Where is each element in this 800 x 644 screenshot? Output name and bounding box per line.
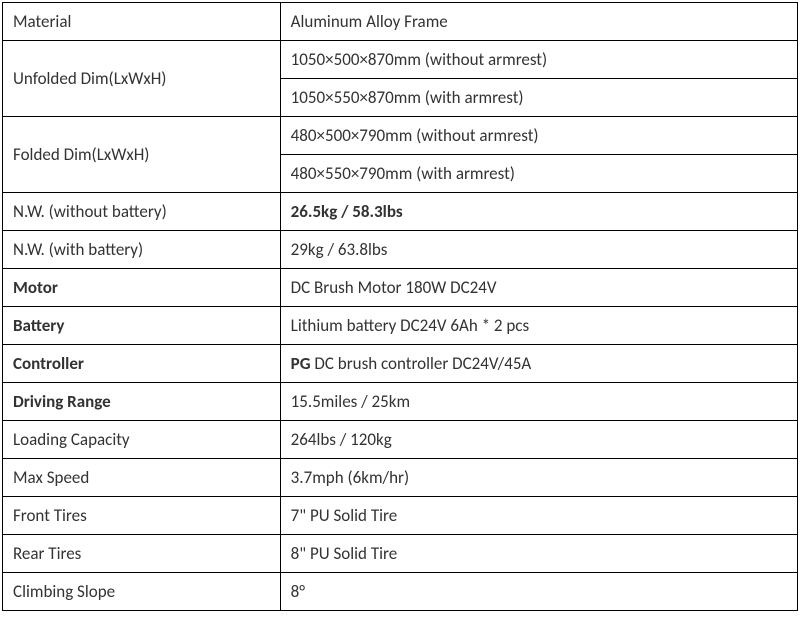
spec-label: Folded Dim(LxWxH) bbox=[3, 117, 281, 193]
spec-value: 26.5kg / 58.3lbs bbox=[280, 193, 797, 231]
spec-label: N.W. (without battery) bbox=[3, 193, 281, 231]
table-row: Loading Capacity 264lbs / 120kg bbox=[3, 421, 798, 459]
spec-label: Motor bbox=[3, 269, 281, 307]
spec-label: Controller bbox=[3, 345, 281, 383]
spec-label: N.W. (with battery) bbox=[3, 231, 281, 269]
table-row: Climbing Slope 8° bbox=[3, 573, 798, 611]
table-row: Max Speed 3.7mph (6km/hr) bbox=[3, 459, 798, 497]
spec-value: 7" PU Solid Tire bbox=[280, 497, 797, 535]
spec-value: Lithium battery DC24V 6Ah * 2 pcs bbox=[280, 307, 797, 345]
table-row: Folded Dim(LxWxH) 480×500×790mm (without… bbox=[3, 117, 798, 155]
spec-value: 29kg / 63.8lbs bbox=[280, 231, 797, 269]
spec-value: 264lbs / 120kg bbox=[280, 421, 797, 459]
specifications-tbody: Material Aluminum Alloy Frame Unfolded D… bbox=[3, 3, 798, 611]
table-row: Driving Range 15.5miles / 25km bbox=[3, 383, 798, 421]
spec-value: 1050×550×870mm (with armrest) bbox=[280, 79, 797, 117]
spec-value: 3.7mph (6km/hr) bbox=[280, 459, 797, 497]
spec-value: DC Brush Motor 180W DC24V bbox=[280, 269, 797, 307]
spec-value: 1050×500×870mm (without armrest) bbox=[280, 41, 797, 79]
table-row: Motor DC Brush Motor 180W DC24V bbox=[3, 269, 798, 307]
spec-label: Climbing Slope bbox=[3, 573, 281, 611]
table-row: Unfolded Dim(LxWxH) 1050×500×870mm (with… bbox=[3, 41, 798, 79]
table-row: N.W. (with battery) 29kg / 63.8lbs bbox=[3, 231, 798, 269]
spec-value: 8° bbox=[280, 573, 797, 611]
spec-label: Rear Tires bbox=[3, 535, 281, 573]
spec-value: Aluminum Alloy Frame bbox=[280, 3, 797, 41]
spec-label: Unfolded Dim(LxWxH) bbox=[3, 41, 281, 117]
spec-label: Material bbox=[3, 3, 281, 41]
table-row: Material Aluminum Alloy Frame bbox=[3, 3, 798, 41]
table-row: Battery Lithium battery DC24V 6Ah * 2 pc… bbox=[3, 307, 798, 345]
spec-value-rest: DC brush controller DC24V/45A bbox=[311, 353, 532, 374]
table-row: N.W. (without battery) 26.5kg / 58.3lbs bbox=[3, 193, 798, 231]
spec-value: 8" PU Solid Tire bbox=[280, 535, 797, 573]
spec-value-prefix: PG bbox=[291, 353, 311, 374]
spec-value: 15.5miles / 25km bbox=[280, 383, 797, 421]
spec-value: PG DC brush controller DC24V/45A bbox=[280, 345, 797, 383]
spec-label: Battery bbox=[3, 307, 281, 345]
table-row: Front Tires 7" PU Solid Tire bbox=[3, 497, 798, 535]
spec-label: Driving Range bbox=[3, 383, 281, 421]
table-row: Rear Tires 8" PU Solid Tire bbox=[3, 535, 798, 573]
table-row: Controller PG DC brush controller DC24V/… bbox=[3, 345, 798, 383]
spec-value: 480×500×790mm (without armrest) bbox=[280, 117, 797, 155]
spec-value: 480×550×790mm (with armrest) bbox=[280, 155, 797, 193]
spec-label: Max Speed bbox=[3, 459, 281, 497]
spec-label: Front Tires bbox=[3, 497, 281, 535]
spec-label: Loading Capacity bbox=[3, 421, 281, 459]
specifications-table: Material Aluminum Alloy Frame Unfolded D… bbox=[2, 2, 798, 611]
